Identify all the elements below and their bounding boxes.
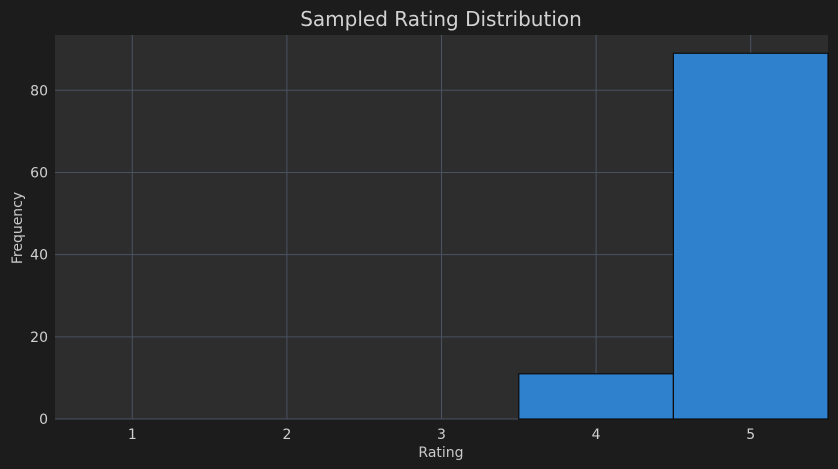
bar-rating-4 [518,373,674,420]
y-axis-label: Frequency [10,192,26,264]
y-tick-label: 80 [30,83,48,99]
x-tick-label: 3 [437,427,446,443]
x-axis-label: Rating [418,445,463,461]
bars [518,52,829,420]
x-tick-label: 1 [128,427,137,443]
y-tick-label: 40 [30,248,48,264]
chart-title: Sampled Rating Distribution [300,7,582,31]
y-tick-labels: 0 20 40 60 80 [30,83,48,428]
x-tick-labels: 1 2 3 4 5 [128,427,755,443]
y-tick-label: 20 [30,330,48,346]
x-tick-label: 5 [746,427,755,443]
y-tick-label: 60 [30,165,48,181]
y-tick-label: 0 [39,412,48,428]
bar-rating-5 [672,52,829,420]
x-tick-label: 2 [282,427,291,443]
x-tick-label: 4 [592,427,601,443]
